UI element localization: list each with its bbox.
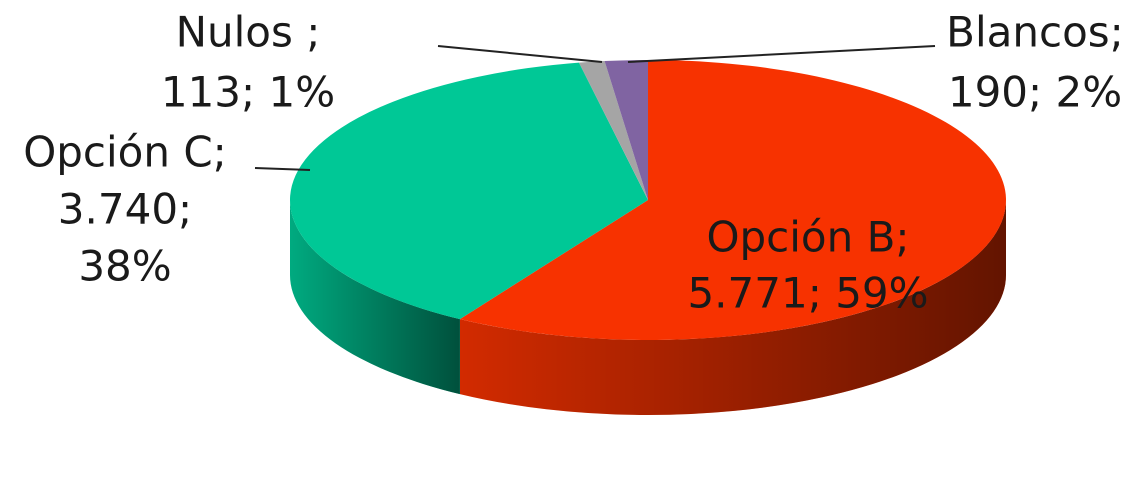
leader-line: [437, 45, 603, 63]
slice-side-shade: [459, 200, 1006, 415]
pie: [290, 60, 1006, 415]
slice: [604, 60, 648, 200]
data-label: Opción C;: [23, 128, 227, 177]
data-label: 5.771; 59%: [687, 269, 928, 318]
data-label: Opción B;: [706, 213, 909, 262]
data-label: Nulos ;: [176, 8, 321, 57]
slice: [459, 60, 1006, 340]
slice-side-shade: [290, 200, 460, 395]
data-label: 38%: [78, 242, 171, 291]
data-label: Blancos;: [946, 8, 1124, 57]
data-label: 3.740;: [58, 185, 192, 234]
data-label: 190; 2%: [948, 68, 1122, 117]
data-label: 113; 1%: [161, 68, 335, 117]
leader-line: [627, 45, 936, 63]
slice: [578, 61, 648, 200]
labels: Opción B; 5.771; 59% Opción C; 3.740; 38% Nul…: [23, 8, 1124, 318]
leader-line: [254, 167, 311, 171]
slice: [290, 62, 648, 320]
